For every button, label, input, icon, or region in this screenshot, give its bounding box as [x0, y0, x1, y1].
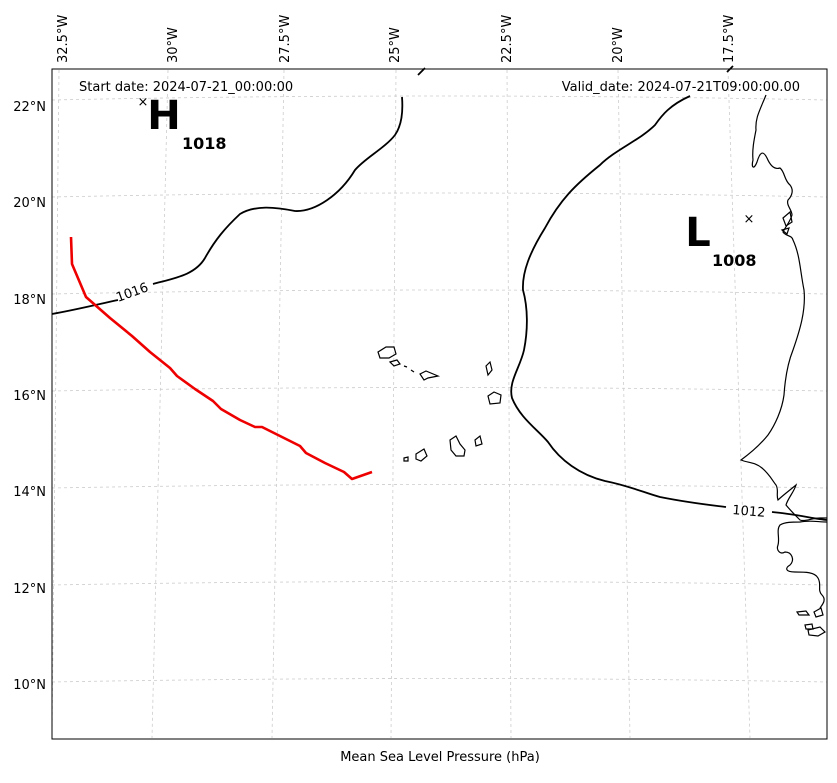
- lat-label: 16°N: [13, 389, 46, 404]
- lat-label: 18°N: [13, 293, 46, 308]
- lon-label: 20°W: [611, 27, 626, 63]
- bijagos-island: [813, 607, 824, 618]
- lon-label: 30°W: [166, 27, 181, 63]
- lat-label: 14°N: [13, 485, 46, 500]
- isobar-label-1016: 1016: [114, 280, 150, 305]
- valid-date: Valid_date: 2024-07-21T09:00:00.00: [562, 80, 800, 95]
- low-pressure-center: × L 1008: [685, 210, 756, 270]
- coastline-africa: [739, 94, 827, 522]
- isobar-1016: [51, 67, 426, 315]
- storm-track: [69, 236, 373, 481]
- coastal-island: [782, 210, 793, 227]
- high-pressure-center: × H 1018: [138, 93, 227, 153]
- lon-label: 25°W: [388, 27, 403, 63]
- lon-label: 17.5°W: [722, 15, 737, 63]
- high-marker: ×: [138, 95, 149, 110]
- start-date: Start date: 2024-07-21_00:00:00: [79, 80, 293, 95]
- high-letter: H: [147, 93, 180, 139]
- gridlines: [51, 69, 828, 739]
- low-letter: L: [685, 210, 711, 256]
- lat-label: 20°N: [13, 196, 46, 211]
- high-value: 1018: [182, 134, 227, 153]
- lat-label: 10°N: [13, 678, 46, 693]
- bijagos-island: [795, 610, 811, 616]
- lon-label: 32.5°W: [56, 15, 71, 63]
- lat-label: 22°N: [13, 100, 46, 115]
- map-frame: [51, 68, 828, 740]
- bijagos-island: [804, 623, 814, 630]
- lat-label: 12°N: [13, 582, 46, 597]
- longitude-labels: 32.5°W 30°W 27.5°W 25°W 22.5°W 20°W 17.5…: [56, 15, 737, 63]
- lon-label: 27.5°W: [278, 15, 293, 63]
- bijagos-island: [807, 626, 826, 637]
- cape-verde-islands: [377, 346, 502, 462]
- low-value: 1008: [712, 251, 757, 270]
- low-marker: ×: [744, 212, 755, 227]
- coastal-island: [780, 227, 790, 236]
- isobar-label-1012: 1012: [732, 503, 766, 521]
- coastline-africa-south: [776, 520, 828, 609]
- lon-label: 22.5°W: [500, 15, 515, 63]
- map-xlabel: Mean Sea Level Pressure (hPa): [340, 750, 540, 765]
- latitude-labels: 22°N 20°N 18°N 16°N 14°N 12°N 10°N: [13, 100, 46, 693]
